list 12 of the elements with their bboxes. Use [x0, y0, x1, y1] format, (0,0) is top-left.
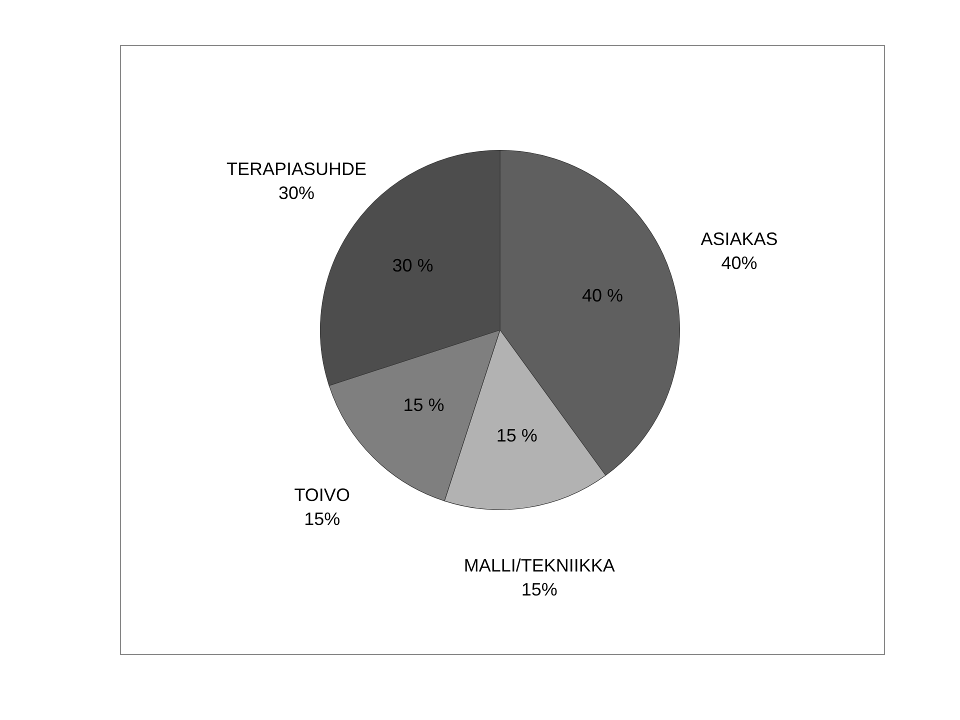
slice-label: TERAPIASUHDE [226, 159, 366, 180]
text: 30% [278, 183, 314, 204]
data-label: 15 % [403, 395, 444, 416]
data-label: 30 % [392, 256, 434, 276]
text: 15% [304, 508, 340, 529]
text: 15% [521, 579, 558, 600]
text: 40% [721, 253, 758, 274]
slice-label: ASIAKAS [700, 229, 778, 250]
data-label: 15 % [496, 425, 538, 446]
slice-label: MALLI/TEKNIIKKA [464, 555, 615, 576]
slice-label: TOIVO [294, 484, 350, 505]
data-label: 40 % [582, 286, 624, 306]
